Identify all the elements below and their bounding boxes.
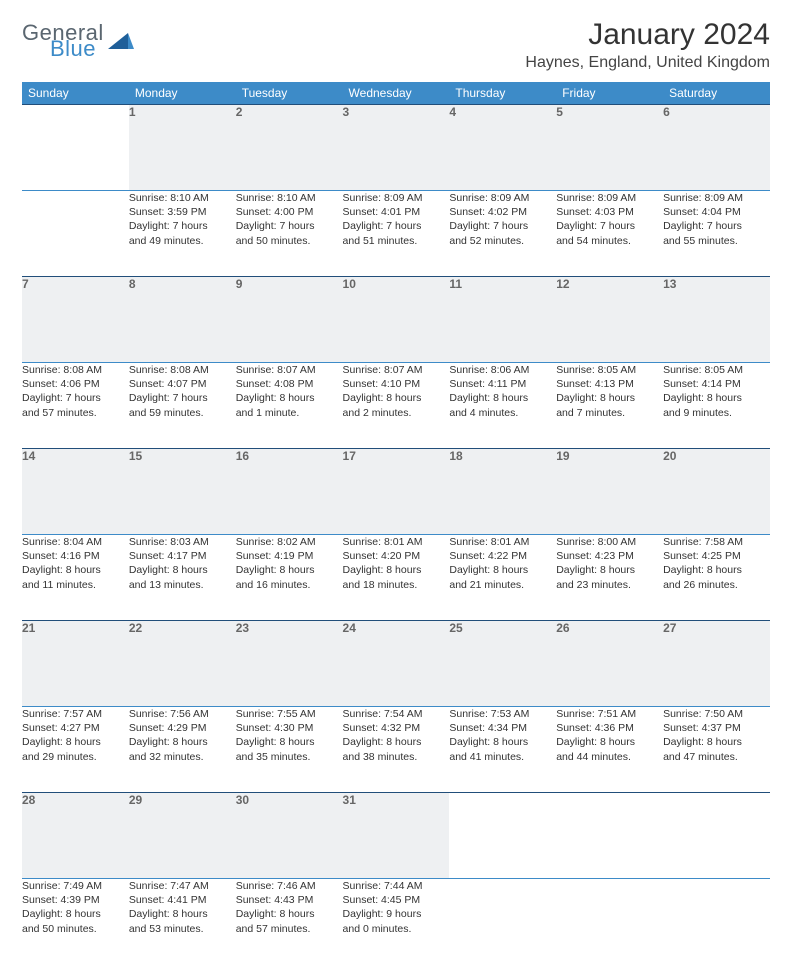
day-number-cell: 24: [343, 621, 450, 707]
day-number-cell: 12: [556, 277, 663, 363]
day-content-cell: Sunrise: 8:09 AMSunset: 4:04 PMDaylight:…: [663, 191, 770, 277]
day-content-cell: [449, 879, 556, 965]
day-number-cell: 26: [556, 621, 663, 707]
weekday-header: Tuesday: [236, 82, 343, 105]
day-number-row: 78910111213: [22, 277, 770, 363]
day-number-cell: 2: [236, 105, 343, 191]
day-number-cell: 19: [556, 449, 663, 535]
title-block: January 2024 Haynes, England, United Kin…: [525, 18, 770, 72]
day-content-cell: Sunrise: 8:01 AMSunset: 4:20 PMDaylight:…: [343, 535, 450, 621]
day-content-cell: Sunrise: 7:50 AMSunset: 4:37 PMDaylight:…: [663, 707, 770, 793]
day-number-cell: 28: [22, 793, 129, 879]
day-number-cell: 27: [663, 621, 770, 707]
day-content-cell: Sunrise: 7:56 AMSunset: 4:29 PMDaylight:…: [129, 707, 236, 793]
day-content-cell: [22, 191, 129, 277]
day-content-cell: Sunrise: 8:07 AMSunset: 4:10 PMDaylight:…: [343, 363, 450, 449]
day-content-cell: Sunrise: 7:58 AMSunset: 4:25 PMDaylight:…: [663, 535, 770, 621]
day-content-row: Sunrise: 7:57 AMSunset: 4:27 PMDaylight:…: [22, 707, 770, 793]
brand-part2: Blue: [50, 38, 104, 60]
day-content-cell: Sunrise: 8:06 AMSunset: 4:11 PMDaylight:…: [449, 363, 556, 449]
day-number-cell: [449, 793, 556, 879]
day-number-cell: 30: [236, 793, 343, 879]
day-number-cell: 25: [449, 621, 556, 707]
day-content-cell: Sunrise: 8:07 AMSunset: 4:08 PMDaylight:…: [236, 363, 343, 449]
day-number-cell: 17: [343, 449, 450, 535]
day-number-cell: 10: [343, 277, 450, 363]
brand-logo: General Blue: [22, 22, 134, 60]
day-content-cell: Sunrise: 8:05 AMSunset: 4:14 PMDaylight:…: [663, 363, 770, 449]
day-content-cell: Sunrise: 7:47 AMSunset: 4:41 PMDaylight:…: [129, 879, 236, 965]
weekday-header: Thursday: [449, 82, 556, 105]
day-number-cell: [556, 793, 663, 879]
weekday-header: Monday: [129, 82, 236, 105]
day-content-cell: Sunrise: 8:10 AMSunset: 3:59 PMDaylight:…: [129, 191, 236, 277]
day-content-cell: [663, 879, 770, 965]
day-number-cell: 29: [129, 793, 236, 879]
weekday-header: Sunday: [22, 82, 129, 105]
day-number-row: 28293031: [22, 793, 770, 879]
day-number-cell: 7: [22, 277, 129, 363]
day-number-cell: [22, 105, 129, 191]
calendar-header-row: SundayMondayTuesdayWednesdayThursdayFrid…: [22, 82, 770, 105]
day-number-cell: 22: [129, 621, 236, 707]
day-number-cell: [663, 793, 770, 879]
day-number-cell: 5: [556, 105, 663, 191]
day-number-cell: 13: [663, 277, 770, 363]
day-content-cell: Sunrise: 7:44 AMSunset: 4:45 PMDaylight:…: [343, 879, 450, 965]
day-content-row: Sunrise: 8:04 AMSunset: 4:16 PMDaylight:…: [22, 535, 770, 621]
day-content-cell: Sunrise: 8:02 AMSunset: 4:19 PMDaylight:…: [236, 535, 343, 621]
weekday-header: Saturday: [663, 82, 770, 105]
day-number-cell: 4: [449, 105, 556, 191]
day-number-cell: 16: [236, 449, 343, 535]
day-content-cell: Sunrise: 7:57 AMSunset: 4:27 PMDaylight:…: [22, 707, 129, 793]
day-content-cell: Sunrise: 7:46 AMSunset: 4:43 PMDaylight:…: [236, 879, 343, 965]
day-content-cell: Sunrise: 8:04 AMSunset: 4:16 PMDaylight:…: [22, 535, 129, 621]
day-number-cell: 8: [129, 277, 236, 363]
day-number-row: 14151617181920: [22, 449, 770, 535]
day-content-cell: Sunrise: 7:55 AMSunset: 4:30 PMDaylight:…: [236, 707, 343, 793]
month-title: January 2024: [525, 18, 770, 52]
day-number-row: 123456: [22, 105, 770, 191]
day-number-cell: 1: [129, 105, 236, 191]
day-content-cell: Sunrise: 8:01 AMSunset: 4:22 PMDaylight:…: [449, 535, 556, 621]
day-content-cell: Sunrise: 7:54 AMSunset: 4:32 PMDaylight:…: [343, 707, 450, 793]
day-number-cell: 15: [129, 449, 236, 535]
day-content-row: Sunrise: 7:49 AMSunset: 4:39 PMDaylight:…: [22, 879, 770, 965]
calendar-page: General Blue January 2024 Haynes, Englan…: [0, 0, 792, 975]
day-content-cell: Sunrise: 8:08 AMSunset: 4:07 PMDaylight:…: [129, 363, 236, 449]
day-content-row: Sunrise: 8:10 AMSunset: 3:59 PMDaylight:…: [22, 191, 770, 277]
day-content-row: Sunrise: 8:08 AMSunset: 4:06 PMDaylight:…: [22, 363, 770, 449]
brand-text: General Blue: [22, 22, 104, 60]
day-content-cell: Sunrise: 8:03 AMSunset: 4:17 PMDaylight:…: [129, 535, 236, 621]
day-number-cell: 9: [236, 277, 343, 363]
day-content-cell: Sunrise: 7:51 AMSunset: 4:36 PMDaylight:…: [556, 707, 663, 793]
day-number-cell: 31: [343, 793, 450, 879]
day-content-cell: [556, 879, 663, 965]
day-number-cell: 20: [663, 449, 770, 535]
day-content-cell: Sunrise: 8:09 AMSunset: 4:01 PMDaylight:…: [343, 191, 450, 277]
day-content-cell: Sunrise: 8:09 AMSunset: 4:03 PMDaylight:…: [556, 191, 663, 277]
brand-triangle-icon: [108, 29, 134, 56]
day-number-row: 21222324252627: [22, 621, 770, 707]
weekday-header: Wednesday: [343, 82, 450, 105]
day-number-cell: 6: [663, 105, 770, 191]
day-content-cell: Sunrise: 7:53 AMSunset: 4:34 PMDaylight:…: [449, 707, 556, 793]
day-content-cell: Sunrise: 8:05 AMSunset: 4:13 PMDaylight:…: [556, 363, 663, 449]
location-subtitle: Haynes, England, United Kingdom: [525, 54, 770, 72]
weekday-header: Friday: [556, 82, 663, 105]
day-content-cell: Sunrise: 8:08 AMSunset: 4:06 PMDaylight:…: [22, 363, 129, 449]
day-content-cell: Sunrise: 7:49 AMSunset: 4:39 PMDaylight:…: [22, 879, 129, 965]
day-number-cell: 21: [22, 621, 129, 707]
day-content-cell: Sunrise: 8:09 AMSunset: 4:02 PMDaylight:…: [449, 191, 556, 277]
page-header: General Blue January 2024 Haynes, Englan…: [22, 18, 770, 72]
calendar-table: SundayMondayTuesdayWednesdayThursdayFrid…: [22, 82, 770, 965]
day-number-cell: 14: [22, 449, 129, 535]
day-number-cell: 11: [449, 277, 556, 363]
day-content-cell: Sunrise: 8:00 AMSunset: 4:23 PMDaylight:…: [556, 535, 663, 621]
day-content-cell: Sunrise: 8:10 AMSunset: 4:00 PMDaylight:…: [236, 191, 343, 277]
day-number-cell: 23: [236, 621, 343, 707]
day-number-cell: 3: [343, 105, 450, 191]
day-number-cell: 18: [449, 449, 556, 535]
